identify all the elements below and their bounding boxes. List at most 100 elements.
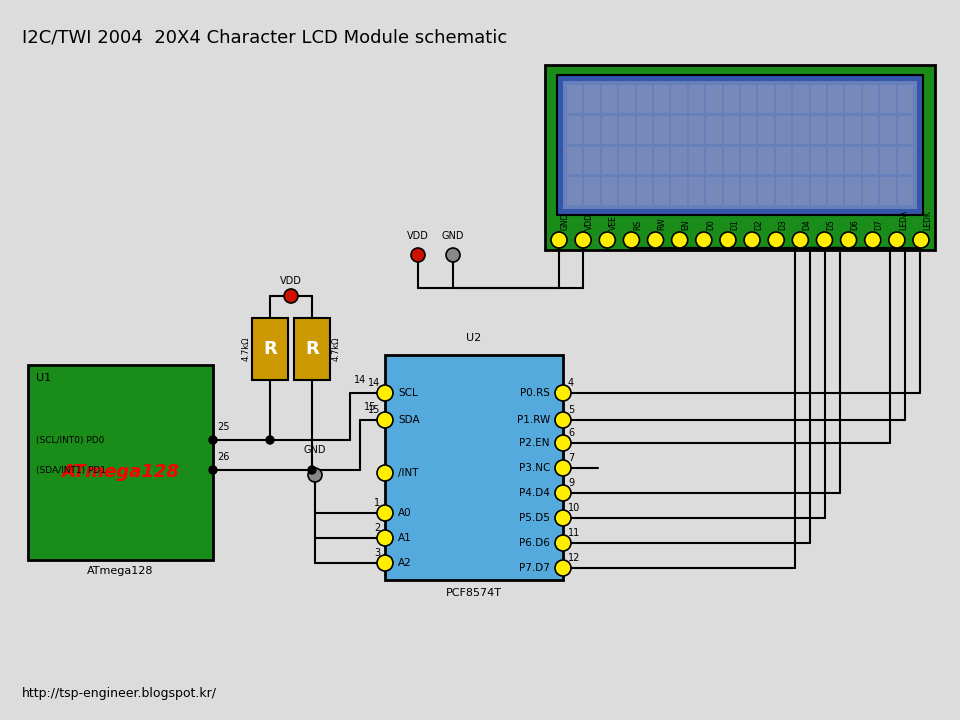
Circle shape [411,248,425,262]
Circle shape [377,385,393,401]
Bar [636,116,652,143]
Text: 14: 14 [368,378,380,388]
Bar [758,177,774,205]
Bar [671,85,686,113]
Text: 11: 11 [568,528,580,538]
Circle shape [816,232,832,248]
Text: U1: U1 [36,373,51,383]
Circle shape [308,468,322,482]
Circle shape [209,466,217,474]
Text: GND: GND [561,212,570,230]
Circle shape [377,530,393,546]
Circle shape [744,232,760,248]
Text: 15: 15 [364,402,376,412]
Text: RW: RW [658,217,666,230]
Bar [636,85,652,113]
Bar [28,365,213,560]
Circle shape [551,232,567,248]
Text: 4.7kΩ: 4.7kΩ [331,337,341,361]
Text: U2: U2 [467,333,482,343]
Text: 12: 12 [568,553,581,563]
Bar [741,85,756,113]
Circle shape [889,232,905,248]
Bar [810,85,826,113]
Text: 10: 10 [568,503,580,513]
Bar [619,177,635,205]
Bar [776,177,791,205]
Bar [793,85,808,113]
Circle shape [555,435,571,451]
Text: VDD: VDD [407,231,429,241]
Circle shape [555,485,571,501]
Bar [619,85,635,113]
Circle shape [623,232,639,248]
Bar [688,85,705,113]
Bar [567,116,583,143]
Text: (SCL/INT0) PD0: (SCL/INT0) PD0 [36,436,105,444]
Bar [585,177,600,205]
Text: ATmega128: ATmega128 [87,566,154,576]
Bar [793,146,808,174]
Bar [602,146,617,174]
Bar [846,116,861,143]
Bar [707,116,722,143]
Bar [567,177,583,205]
Text: 6: 6 [568,428,574,438]
Circle shape [377,412,393,428]
Circle shape [209,436,217,444]
Bar [741,177,756,205]
Text: RS: RS [634,220,642,230]
Bar [758,85,774,113]
Bar [863,146,878,174]
Text: D2: D2 [754,220,763,230]
Text: R: R [263,340,276,358]
Text: D7: D7 [875,220,884,230]
Bar [585,146,600,174]
Text: A1: A1 [398,533,412,543]
Text: SCL: SCL [398,388,418,398]
Bar [898,177,913,205]
Text: GND: GND [303,445,326,455]
Circle shape [648,232,663,248]
Circle shape [865,232,880,248]
Bar [810,177,826,205]
Text: GND: GND [442,231,465,241]
Bar [567,85,583,113]
Text: ATmega128: ATmega128 [61,463,180,481]
Text: EN: EN [682,220,690,230]
Text: P2.EN: P2.EN [519,438,550,448]
Bar [585,116,600,143]
Bar [898,146,913,174]
Bar [898,116,913,143]
Bar [563,81,917,209]
Text: P1.RW: P1.RW [516,415,550,425]
Text: D1: D1 [730,220,739,230]
Bar [776,85,791,113]
Bar [602,177,617,205]
Circle shape [266,436,274,444]
Bar [385,355,563,580]
Bar [654,116,669,143]
Bar [863,85,878,113]
Bar [707,85,722,113]
Bar [619,116,635,143]
Circle shape [599,232,615,248]
Bar [758,116,774,143]
Circle shape [377,505,393,521]
Text: P5.D5: P5.D5 [519,513,550,523]
Text: D6: D6 [851,220,859,230]
Text: D5: D5 [827,220,835,230]
Bar [741,116,756,143]
Bar [294,318,330,380]
Bar [636,177,652,205]
Bar [619,146,635,174]
Text: 3: 3 [373,548,380,558]
Text: 5: 5 [568,405,574,415]
Bar [636,146,652,174]
Bar [724,85,739,113]
Bar [880,116,896,143]
Text: P6.D6: P6.D6 [519,538,550,548]
Text: 4: 4 [568,378,574,388]
Circle shape [555,560,571,576]
Bar [671,116,686,143]
